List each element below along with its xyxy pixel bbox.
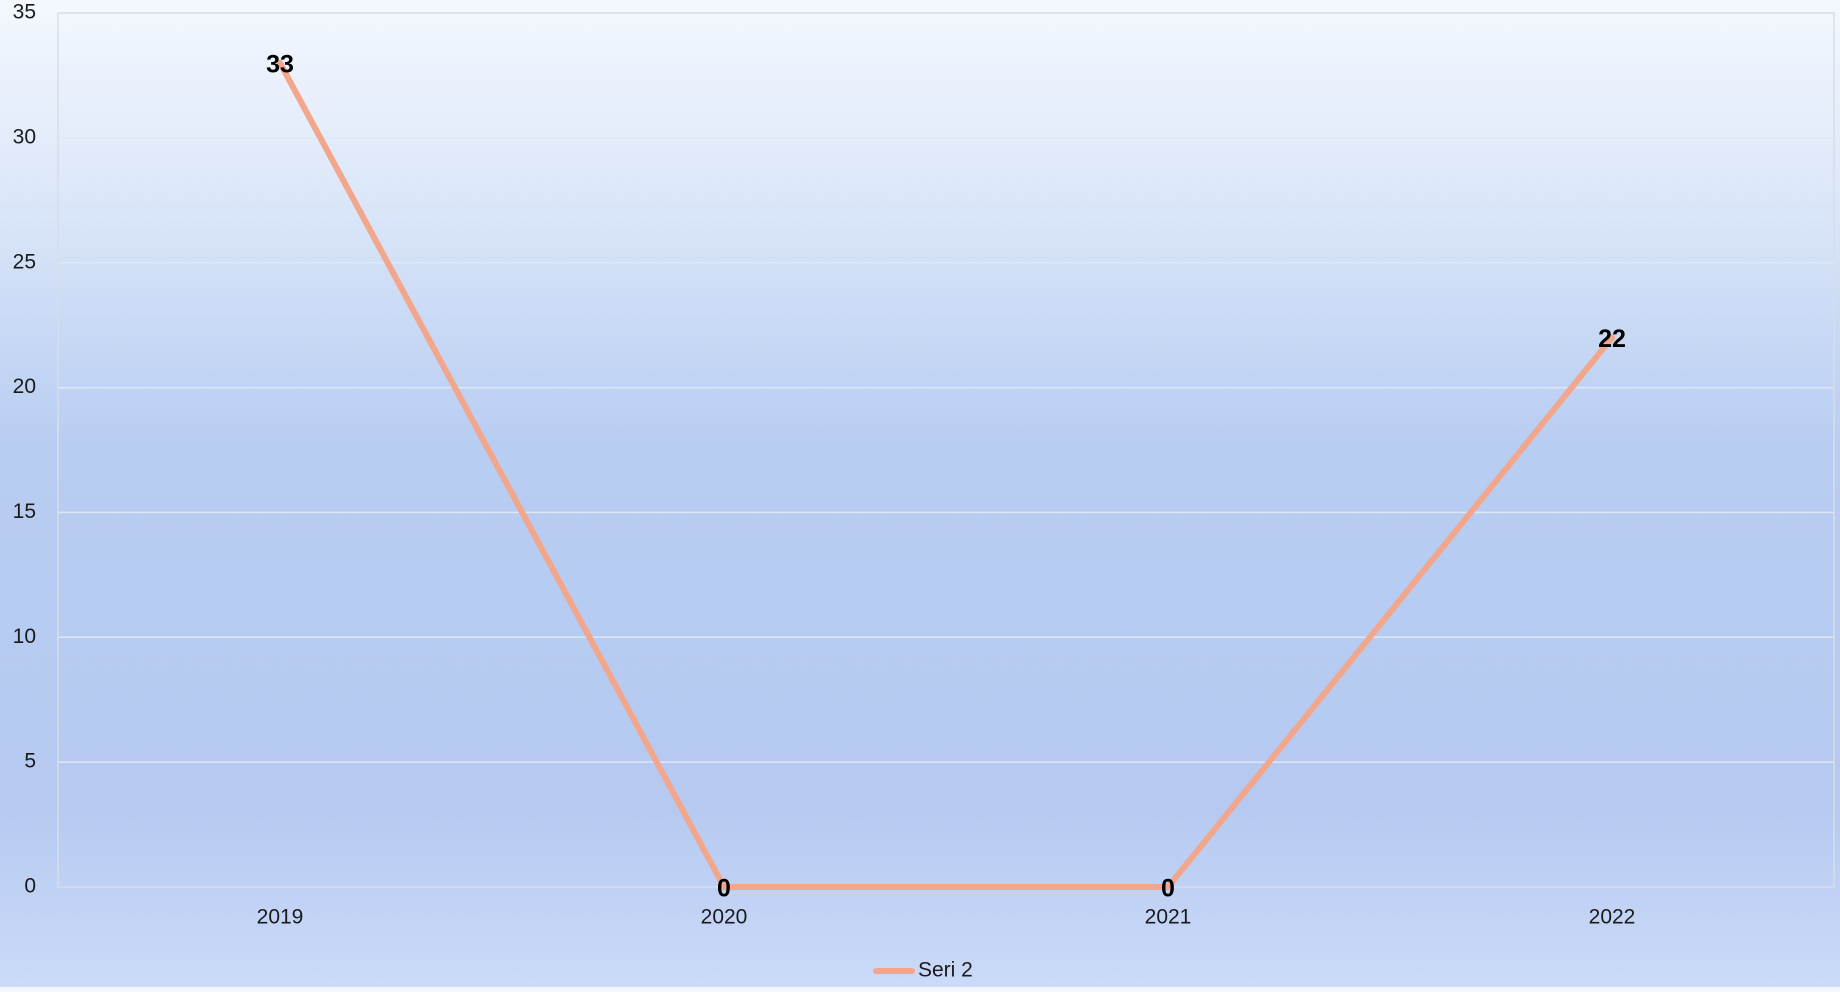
data-point <box>277 59 283 66</box>
legend-label: Seri 2 <box>918 959 973 982</box>
data-label: 33 <box>266 51 294 79</box>
data-label: 22 <box>1598 325 1626 353</box>
series-lines <box>277 59 1615 890</box>
data-point <box>1165 884 1171 890</box>
y-tick-label: 0 <box>24 875 36 898</box>
axes: 0 5 10 15 20 25 30 35 2019 2020 2021 2022 <box>13 1 1835 929</box>
y-tick-label: 10 <box>13 625 36 648</box>
y-tick-label: 5 <box>24 750 36 773</box>
y-tick-label: 35 <box>13 1 36 24</box>
gridlines <box>58 137 1834 763</box>
x-tick-label: 2019 <box>257 906 304 929</box>
x-tick-label: 2020 <box>701 906 748 929</box>
data-labels: 33 0 0 22 <box>266 51 1626 903</box>
y-tick-label: 30 <box>13 125 36 148</box>
y-tick-label: 25 <box>13 250 36 273</box>
y-tick-label: 20 <box>13 375 36 398</box>
series-line <box>277 59 1615 890</box>
y-tick-label: 15 <box>13 500 36 523</box>
data-point <box>721 884 727 890</box>
data-point <box>1609 334 1615 341</box>
x-tick-label: 2021 <box>1145 906 1192 929</box>
legend: Seri 2 <box>873 959 973 982</box>
data-label: 0 <box>717 875 731 903</box>
x-tick-label: 2022 <box>1589 906 1636 929</box>
data-label: 0 <box>1161 875 1175 903</box>
